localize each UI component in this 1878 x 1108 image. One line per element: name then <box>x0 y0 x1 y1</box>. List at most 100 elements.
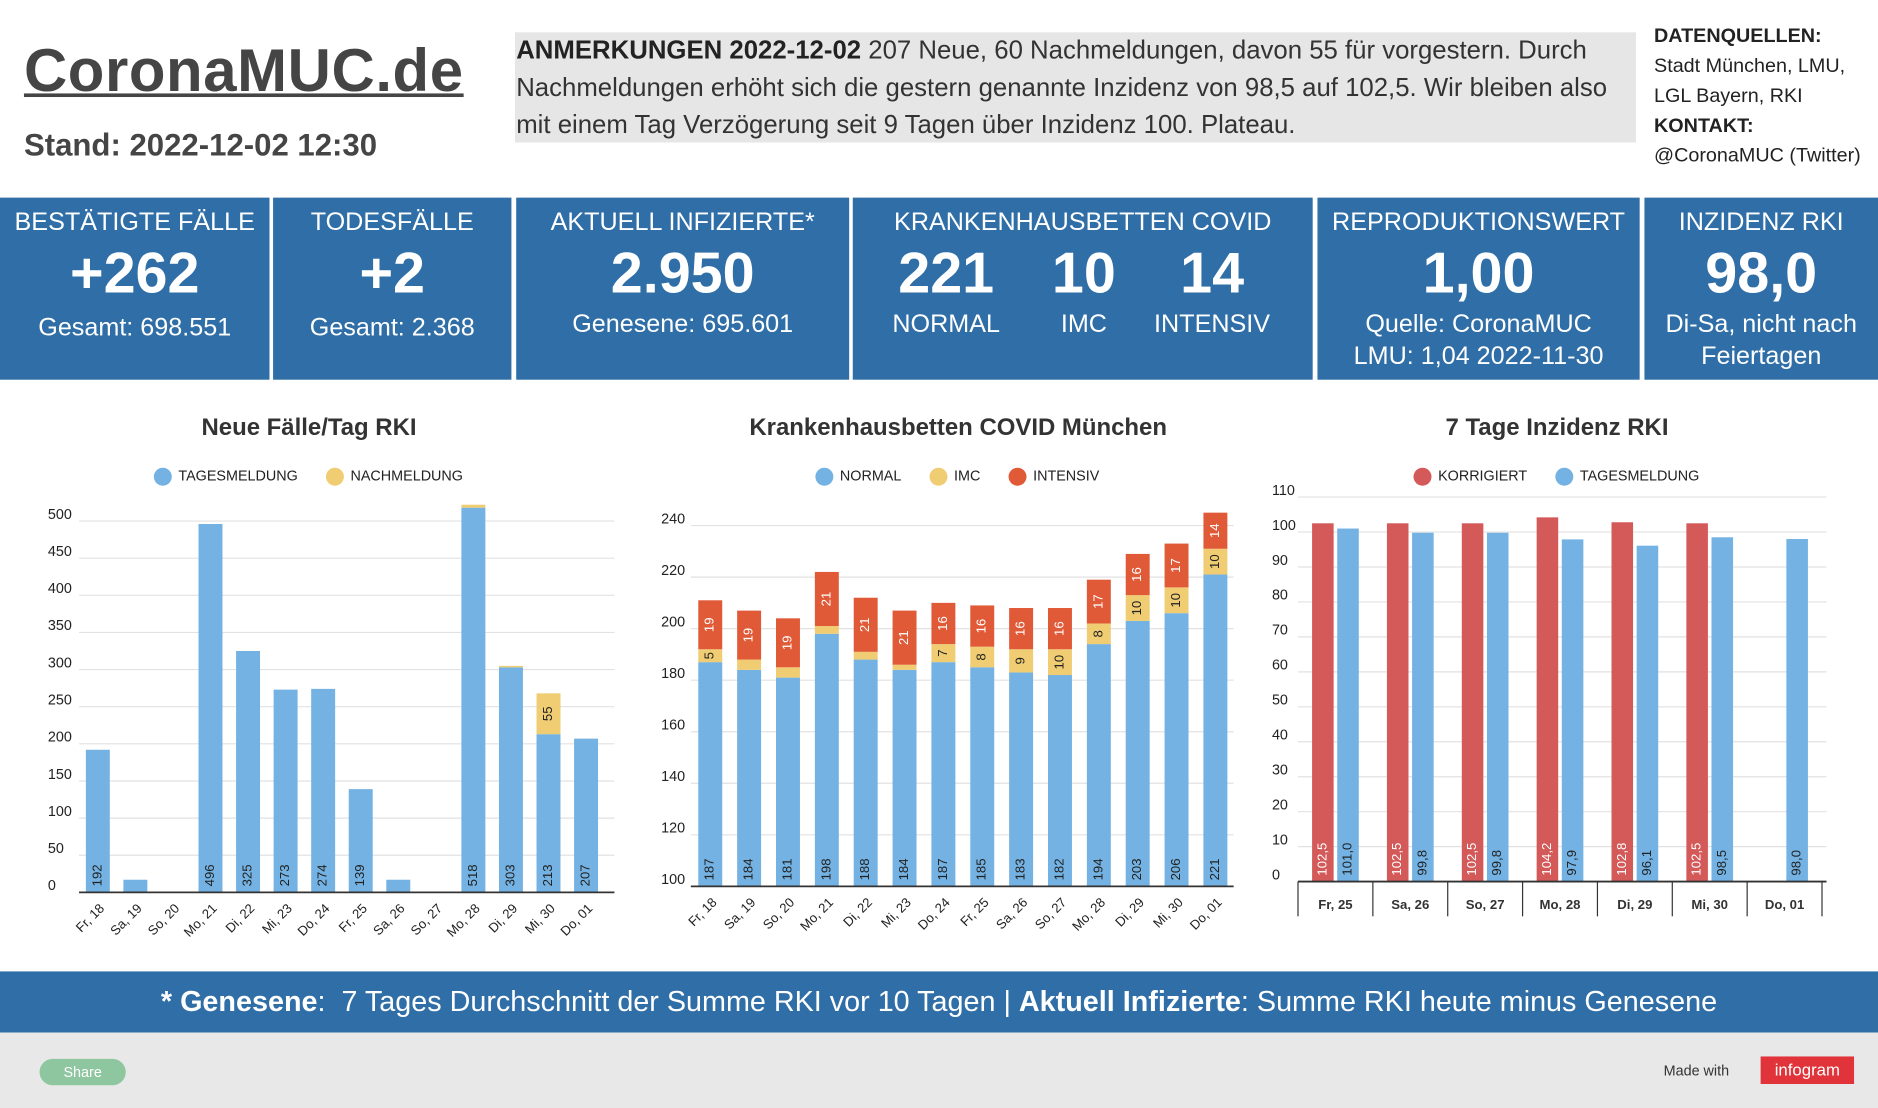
x-tick-label: Sa, 26 <box>993 895 1031 933</box>
bar <box>698 600 723 650</box>
kpi-title: INZIDENZ RKI <box>1678 208 1844 236</box>
value-label: 14 <box>1207 523 1222 538</box>
value-label: 99,8 <box>1414 850 1429 876</box>
y-tick-label: 150 <box>48 767 72 783</box>
share-button[interactable]: Share <box>39 1058 126 1086</box>
x-tick-label: Di, 29 <box>1112 895 1147 930</box>
legend-label: KORRIGIERT <box>1438 469 1527 485</box>
made-with: Made with <box>1663 1062 1730 1080</box>
y-tick-label: 80 <box>1272 588 1288 604</box>
value-label: 7 <box>935 649 950 656</box>
kpi-sub: Gesamt: 2.368 <box>309 313 475 342</box>
bar <box>198 524 223 893</box>
legend-swatch <box>153 467 172 486</box>
bar <box>1786 539 1808 882</box>
value-label: 303 <box>502 864 517 886</box>
bar <box>1412 532 1434 882</box>
value-label: 102,5 <box>1689 843 1704 876</box>
bar <box>1203 512 1228 549</box>
bar <box>814 626 839 634</box>
y-tick-label: 450 <box>48 544 72 560</box>
y-tick-label: 400 <box>48 581 72 597</box>
y-tick-label: 140 <box>661 769 685 785</box>
notes: ANMERKUNGEN 2022-12-02 207 Neue, 60 Nach… <box>515 32 1637 143</box>
value-label: 274 <box>315 864 330 886</box>
kpi-value: 2.950 <box>610 241 755 306</box>
value-label: 5 <box>702 652 717 659</box>
value-label: 98,0 <box>1789 850 1804 876</box>
x-tick-label: Di, 22 <box>223 901 258 936</box>
bar <box>1203 574 1228 887</box>
bar <box>970 605 995 647</box>
notes-text: 207 Neue, 60 Nachmeldungen, davon 55 für… <box>516 35 1608 139</box>
bar <box>931 662 956 887</box>
bar <box>1611 522 1634 882</box>
legend-label: NORMAL <box>840 469 901 485</box>
bar <box>1536 517 1559 882</box>
kpi-value: 1,00 <box>1422 241 1535 306</box>
bar <box>1086 644 1111 887</box>
x-tick-label: Mo, 28 <box>444 901 483 940</box>
value-label: 102,8 <box>1614 843 1629 876</box>
bar <box>1203 548 1228 575</box>
bar <box>1337 528 1359 882</box>
chart-title: Krankenhausbetten COVID München <box>749 414 1167 441</box>
y-tick-label: 40 <box>1272 728 1288 744</box>
value-label: 10 <box>1129 601 1144 616</box>
legend-swatch <box>1555 467 1574 486</box>
value-label: 273 <box>277 864 292 886</box>
bar <box>737 669 762 887</box>
value-label: 221 <box>1207 858 1222 880</box>
y-tick-label: 110 <box>1272 483 1295 499</box>
value-label: 139 <box>352 864 367 886</box>
x-tick-label: Do, 01 <box>1187 895 1225 933</box>
y-tick-label: 0 <box>48 878 56 894</box>
footer-text: : Summe RKI heute minus Genesene <box>1240 985 1718 1019</box>
value-label: 16 <box>1129 567 1144 582</box>
kpi-title: TODESFÄLLE <box>310 208 474 236</box>
bar <box>1009 608 1034 650</box>
bar <box>1164 613 1189 887</box>
value-label: 203 <box>1129 858 1144 880</box>
x-tick-label: Fr, 18 <box>73 901 107 935</box>
legend-label: TAGESMELDUNG <box>1580 469 1699 485</box>
bar <box>461 504 486 508</box>
x-tick-label: Di, 22 <box>840 895 875 930</box>
source-line: LGL Bayern, RKI <box>1654 85 1803 107</box>
bar <box>1047 608 1072 650</box>
value-label: 21 <box>896 630 911 645</box>
site-title[interactable]: CoronaMUC.de <box>23 37 464 105</box>
value-label: 19 <box>741 628 756 643</box>
kpi-sub: IMC <box>1060 310 1107 338</box>
value-label: 97,9 <box>1564 850 1579 876</box>
value-label: 98,5 <box>1714 850 1729 876</box>
bar <box>970 646 995 668</box>
x-tick-label: Fr, 25 <box>1318 897 1352 912</box>
sources: DATENQUELLEN: Stadt München, LMU, LGL Ba… <box>1654 22 1861 172</box>
legend-label: NACHMELDUNG <box>350 469 462 485</box>
bar <box>1686 523 1708 882</box>
sources-heading: DATENQUELLEN: <box>1654 25 1822 47</box>
bar <box>970 667 995 887</box>
y-tick-label: 160 <box>661 718 685 734</box>
value-label: 99,8 <box>1489 850 1504 876</box>
value-label: 183 <box>1013 858 1028 880</box>
x-tick-label: Sa, 19 <box>721 895 759 933</box>
bar <box>1047 649 1072 676</box>
x-tick-label: Fr, 25 <box>957 895 991 929</box>
x-tick-label: Sa, 26 <box>1391 897 1429 912</box>
bar <box>698 649 723 663</box>
x-tick-label: Di, 29 <box>1617 897 1652 912</box>
bar <box>814 633 839 887</box>
value-label: 8 <box>974 653 989 660</box>
value-label: 206 <box>1168 858 1183 880</box>
value-label: 19 <box>779 635 794 650</box>
brand-logo[interactable]: infogram <box>1760 1056 1855 1085</box>
x-tick-label: So, 27 <box>1032 895 1070 933</box>
bar <box>892 610 917 665</box>
value-label: 182 <box>1051 858 1066 880</box>
bar <box>85 749 110 893</box>
value-label: 16 <box>1051 621 1066 636</box>
value-label: 198 <box>818 858 833 880</box>
y-tick-label: 100 <box>1272 518 1296 534</box>
